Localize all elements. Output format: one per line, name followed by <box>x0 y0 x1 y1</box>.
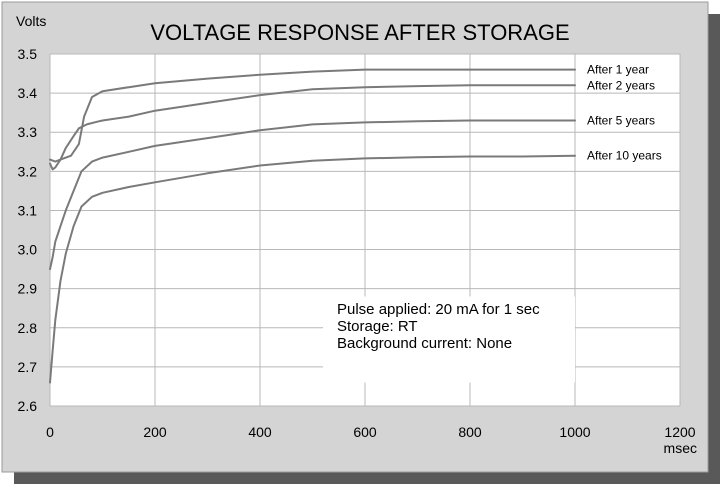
annotation-box <box>323 296 575 383</box>
y-axis-label: Volts <box>16 13 46 29</box>
series-label: After 10 years <box>587 149 662 163</box>
annotation-line: Pulse applied: 20 mA for 1 sec <box>337 301 540 318</box>
x-tick-label: 400 <box>248 424 272 440</box>
x-tick-label: 1000 <box>559 424 590 440</box>
x-tick-label: 600 <box>353 424 377 440</box>
y-tick-label: 3.1 <box>18 202 38 218</box>
series-line <box>49 84 576 171</box>
annotation-line: Storage: RT <box>337 318 418 335</box>
chart-title: VOLTAGE RESPONSE AFTER STORAGE <box>150 20 569 45</box>
y-tick-label: 3.5 <box>18 46 38 62</box>
x-tick-label: 800 <box>458 424 482 440</box>
y-tick-label: 2.7 <box>18 359 38 375</box>
x-axis-label: msec <box>664 440 697 456</box>
series-lines <box>49 68 576 384</box>
series-label: After 5 years <box>587 113 655 127</box>
series-label: After 1 year <box>587 63 649 77</box>
x-tick-labels: 0 200 400 600 800 1000 1200 <box>46 424 696 440</box>
x-tick-label: 200 <box>143 424 167 440</box>
annotation-text: Pulse applied: 20 mA for 1 sec Storage: … <box>337 301 540 352</box>
series-line <box>49 68 576 163</box>
x-tick-label: 0 <box>46 424 54 440</box>
y-tick-label: 3.0 <box>18 242 38 258</box>
x-tick-label: 1200 <box>664 424 695 440</box>
y-tick-label: 2.6 <box>18 398 38 414</box>
y-tick-labels: 2.6 2.7 2.8 2.9 3.0 3.1 3.2 3.3 3.4 3.5 <box>18 46 38 414</box>
y-tick-label: 2.9 <box>18 281 38 297</box>
series-line <box>49 119 576 271</box>
y-tick-label: 3.2 <box>18 163 38 179</box>
series-line <box>49 154 576 384</box>
y-tick-label: 3.4 <box>18 85 38 101</box>
y-tick-label: 3.3 <box>18 124 38 140</box>
annotation-line: Background current: None <box>337 335 512 352</box>
series-label: After 2 years <box>587 78 655 92</box>
y-tick-label: 2.8 <box>18 320 38 336</box>
